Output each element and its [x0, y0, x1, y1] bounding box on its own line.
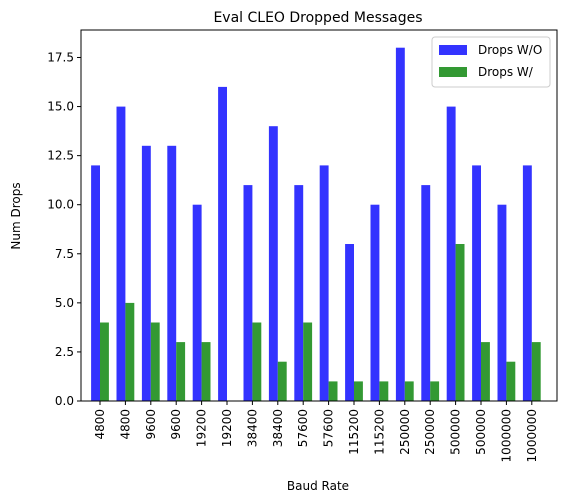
x-tick-label: 57600 [296, 409, 310, 447]
x-tick-label: 4800 [93, 409, 107, 440]
bar-without-13 [421, 185, 430, 401]
y-tick-label: 12.5 [47, 149, 74, 163]
bar-with-14 [456, 244, 465, 401]
x-tick-label: 1000000 [525, 409, 539, 462]
y-tick-label: 7.5 [55, 247, 74, 261]
bar-with-2 [151, 323, 160, 402]
bar-with-17 [532, 342, 541, 401]
x-tick-label: 4800 [118, 409, 132, 440]
x-tick-label: 115200 [372, 409, 386, 455]
y-tick-label: 15.0 [47, 100, 74, 114]
bar-without-6 [244, 185, 253, 401]
bar-with-13 [430, 381, 439, 401]
bar-with-15 [481, 342, 490, 401]
bar-with-16 [506, 362, 515, 401]
y-axis-label: Num Drops [9, 182, 23, 249]
bar-with-1 [125, 303, 134, 401]
x-tick-label: 1000000 [499, 409, 513, 462]
x-tick-label: 500000 [449, 409, 463, 455]
bar-without-17 [523, 165, 532, 401]
bar-with-3 [176, 342, 185, 401]
bar-without-14 [447, 107, 456, 401]
bar-without-10 [345, 244, 354, 401]
bar-without-3 [167, 146, 176, 401]
x-tick-label: 250000 [423, 409, 437, 455]
bar-without-11 [371, 205, 380, 401]
x-tick-label: 9600 [144, 409, 158, 440]
bar-with-4 [202, 342, 211, 401]
bar-with-9 [329, 381, 338, 401]
bar-without-1 [117, 107, 126, 401]
y-tick-label: 2.5 [55, 345, 74, 359]
y-axis: 0.0 2.5 5.0 7.5 10.0 12.5 15.0 17.5 [47, 50, 81, 408]
x-axis-label: Baud Rate [287, 479, 349, 493]
x-tick-label: 38400 [271, 409, 285, 447]
x-tick-label: 500000 [474, 409, 488, 455]
bar-without-7 [269, 126, 278, 401]
x-tick-label: 57600 [322, 409, 336, 447]
bar-with-12 [405, 381, 414, 401]
y-tick-label: 17.5 [47, 50, 74, 64]
bars-group [91, 48, 541, 401]
y-tick-label: 10.0 [47, 198, 74, 212]
legend-label-with: Drops W/ [478, 65, 534, 79]
bar-with-11 [379, 381, 388, 401]
bar-without-0 [91, 165, 100, 401]
bar-without-12 [396, 48, 405, 401]
x-tick-label: 38400 [245, 409, 259, 447]
chart-title: Eval CLEO Dropped Messages [213, 10, 422, 26]
y-tick-label: 0.0 [55, 394, 74, 408]
bar-without-2 [142, 146, 151, 401]
x-tick-label: 250000 [398, 409, 412, 455]
x-tick-label: 115200 [347, 409, 361, 455]
bar-without-16 [498, 205, 507, 401]
legend-label-without: Drops W/O [478, 43, 542, 57]
legend-swatch-without [439, 45, 467, 55]
bar-with-10 [354, 381, 363, 401]
x-axis: 4800 4800 9600 9600 19200 19200 38400 38400 5760… [93, 401, 539, 462]
bar-with-0 [100, 323, 109, 402]
bar-with-7 [278, 362, 287, 401]
x-tick-label: 9600 [169, 409, 183, 440]
bar-with-8 [303, 323, 312, 402]
bar-without-9 [320, 165, 329, 401]
bar-without-5 [218, 87, 227, 401]
bar-without-15 [472, 165, 481, 401]
y-tick-label: 5.0 [55, 296, 74, 310]
bar-without-4 [193, 205, 202, 401]
x-tick-label: 19200 [220, 409, 234, 447]
legend: Drops W/O Drops W/ [432, 37, 550, 87]
bar-with-6 [252, 323, 261, 402]
bar-without-8 [294, 185, 303, 401]
x-tick-label: 19200 [195, 409, 209, 447]
legend-swatch-with [439, 67, 467, 77]
